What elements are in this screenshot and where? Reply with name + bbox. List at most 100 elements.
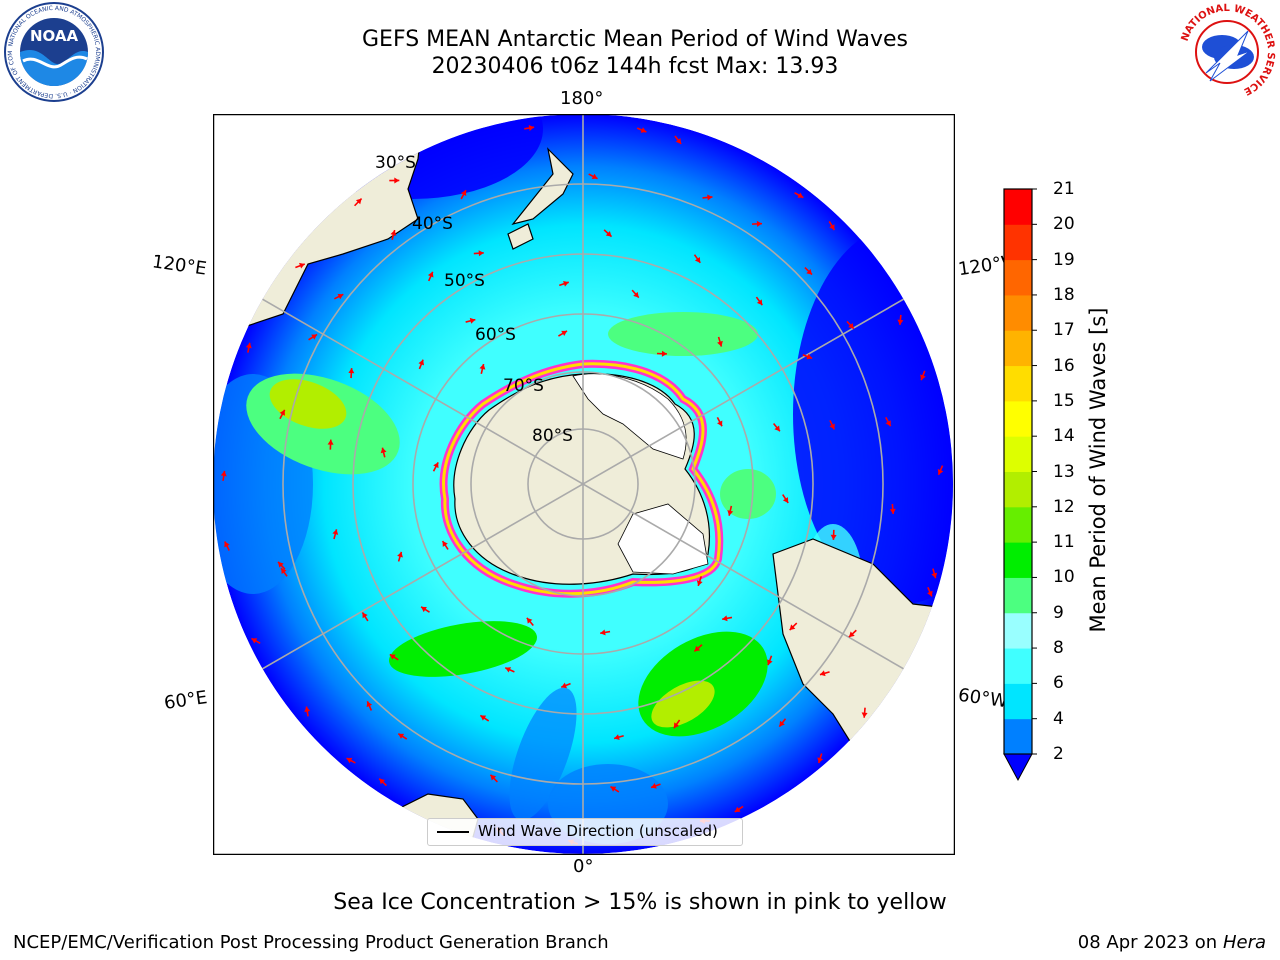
colorbar-label: Mean Period of Wind Waves [s] xyxy=(1086,307,1110,633)
wave-arrow-head xyxy=(707,194,713,201)
lon-label-120e: 120°E xyxy=(150,251,208,280)
colorbar-segment xyxy=(1004,683,1032,720)
lat-label: 50°S xyxy=(444,271,485,291)
wave-arrow-head xyxy=(779,720,785,727)
wave-arrow-head xyxy=(563,280,569,287)
colorbar-tick-label: 20 xyxy=(1053,214,1075,235)
map-legend: Wind Wave Direction (unscaled) xyxy=(427,818,743,846)
colorbar-tick-label: 9 xyxy=(1053,602,1064,623)
wave-arrow-head xyxy=(717,420,723,427)
footer-credit: NCEP/EMC/Verification Post Processing Pr… xyxy=(13,932,609,953)
wave-arrow-head xyxy=(433,462,439,469)
wave-arrow-head xyxy=(633,291,639,298)
wave-arrow-head xyxy=(427,271,434,278)
wave-arrow-head xyxy=(661,350,667,357)
wave-arrow-head xyxy=(397,551,403,558)
wave-arrow-head xyxy=(694,257,701,263)
wave-arrow-head xyxy=(640,127,647,133)
wave-arrow-head xyxy=(819,670,826,677)
wave-arrow-head xyxy=(610,786,617,792)
colorbar-segment xyxy=(1004,224,1032,261)
colorbar-segment xyxy=(1004,577,1032,614)
wave-arrow-head xyxy=(278,561,284,568)
wave-arrow-head xyxy=(224,541,230,548)
wave-arrow-head xyxy=(614,734,620,741)
footer-date-text: 08 Apr 2023 on xyxy=(1077,932,1223,953)
wave-arrow-head xyxy=(651,782,657,789)
wave-arrow-head xyxy=(605,231,612,237)
colorbar-tick-label: 14 xyxy=(1053,426,1075,447)
wave-arrow-head xyxy=(848,631,855,638)
wave-arrow-head xyxy=(346,757,353,764)
wave-arrow-head xyxy=(766,659,773,666)
wave-arrow-head xyxy=(591,173,598,180)
wave-arrow-head xyxy=(927,590,933,597)
wave-arrow-head xyxy=(251,638,258,644)
chart-title: GEFS MEAN Antarctic Mean Period of Wind … xyxy=(362,27,908,52)
wave-arrow-head xyxy=(889,508,896,514)
legend-label: Wind Wave Direction (unscaled) xyxy=(478,822,718,840)
colorbar-extend-min xyxy=(1003,753,1033,782)
noaa-logo: NATIONAL OCEANIC AND ATMOSPHERIC ADMINIS… xyxy=(3,1,104,102)
wave-arrow-head xyxy=(722,615,728,622)
wave-arrow-head xyxy=(460,190,467,196)
footer-date: 08 Apr 2023 on Hera xyxy=(1078,932,1266,953)
wave-arrow-head xyxy=(673,722,680,729)
nws-logo: NATIONAL WEATHER SERVICE xyxy=(1178,3,1276,101)
graticule xyxy=(213,114,953,854)
wave-arrow-head xyxy=(379,778,385,785)
wave-arrow-head xyxy=(442,541,448,547)
footer-host: Hera xyxy=(1222,932,1266,953)
lon-label-180: 180° xyxy=(560,88,604,109)
wave-arrow-head xyxy=(789,624,796,631)
wave-arrow-head xyxy=(389,654,396,660)
wave-arrow-head xyxy=(390,230,397,236)
colorbar-tick-label: 6 xyxy=(1053,673,1064,694)
wave-arrow-head xyxy=(348,368,355,374)
wave-arrow-head xyxy=(694,645,701,652)
wave-arrow-head xyxy=(885,420,891,427)
wave-arrow-head xyxy=(756,220,762,227)
wave-arrow-head xyxy=(931,572,938,579)
antarctica xyxy=(439,359,724,598)
colorbar-tick-label: 18 xyxy=(1053,284,1075,305)
wave-arrow-head xyxy=(480,715,487,721)
wave-arrow-head xyxy=(332,529,339,535)
wave-arrow-head xyxy=(897,319,904,325)
legend-line-swatch xyxy=(437,831,469,833)
wave-arrow-head xyxy=(279,409,285,416)
wave-arrow-head xyxy=(220,470,227,477)
wave-arrow-head xyxy=(797,192,804,198)
wave-arrow-head xyxy=(505,667,512,673)
colorbar-tick-label: 2 xyxy=(1053,744,1064,764)
wave-arrow-head xyxy=(806,353,813,360)
colorbar-segment xyxy=(1004,612,1032,649)
wave-arrow-head xyxy=(398,733,405,739)
wave-arrow-head xyxy=(937,468,944,475)
wave-arrow-head xyxy=(526,617,533,624)
colorbar-tick-label: 21 xyxy=(1053,179,1075,199)
wave-arrow-head xyxy=(829,224,835,231)
wave-arrow-head xyxy=(829,423,835,430)
wave-arrow-head xyxy=(561,682,567,689)
wave-arrow-head xyxy=(421,606,427,613)
colorbar-tick-label: 15 xyxy=(1053,390,1075,411)
wave-arrow-head xyxy=(817,757,824,764)
wave-arrow-head xyxy=(311,334,317,340)
wave-arrow-head xyxy=(600,629,606,636)
colorbar-segment xyxy=(1004,436,1032,472)
wave-arrow-head xyxy=(366,701,373,708)
colorbar-segment xyxy=(1004,189,1032,225)
wave-arrow-head xyxy=(806,268,813,275)
colorbar-tick-label: 16 xyxy=(1053,355,1075,376)
sea-ice-note: Sea Ice Concentration > 15% is shown in … xyxy=(333,890,947,915)
wave-arrow-head xyxy=(774,425,780,432)
colorbar-tick-label: 19 xyxy=(1053,249,1075,270)
lat-label: 60°S xyxy=(475,325,516,345)
colorbar-segment xyxy=(1004,330,1032,367)
noaa-logo-text: NOAA xyxy=(30,27,79,45)
wave-arrow-head xyxy=(920,374,926,381)
wave-arrow-head xyxy=(281,568,287,575)
wave-arrow-head xyxy=(380,447,387,454)
wave-arrow-head xyxy=(418,359,425,366)
